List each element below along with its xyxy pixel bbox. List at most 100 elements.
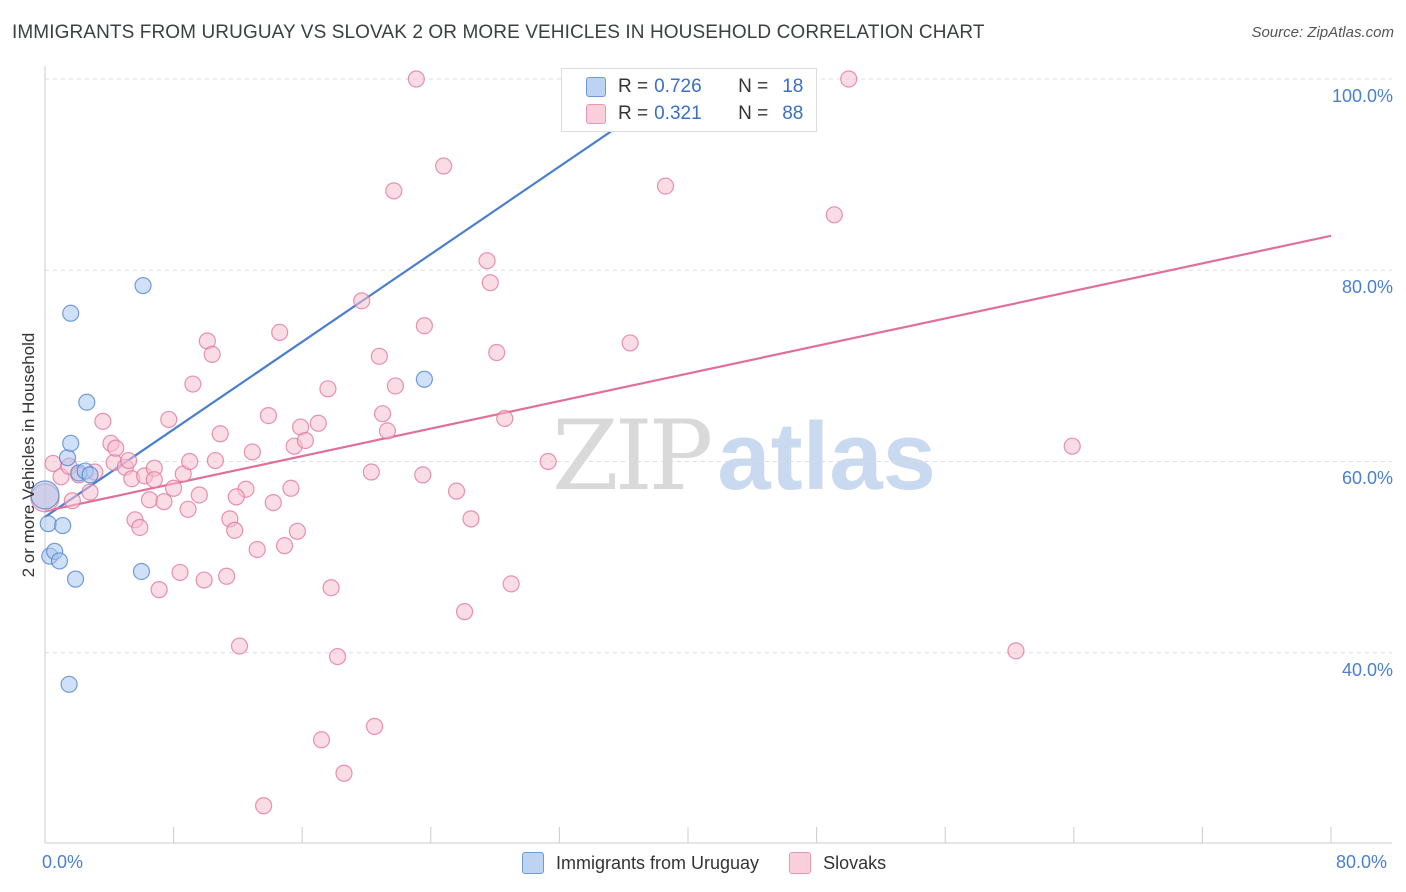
- stats-legend: R = 0.726 N = 18 R = 0.321 N = 88: [561, 68, 817, 132]
- point-slovaks: [190, 486, 208, 504]
- point-uruguay: [415, 370, 433, 388]
- legend-row-uruguay: R = 0.726 N = 18: [586, 75, 803, 99]
- point-slovaks: [502, 575, 520, 593]
- point-slovaks: [107, 439, 125, 457]
- legend-n-label: N =: [738, 103, 769, 124]
- point-slovaks: [171, 563, 189, 582]
- point-slovaks: [195, 571, 213, 589]
- point-uruguay: [60, 675, 78, 693]
- point-uruguay: [81, 466, 99, 484]
- point-slovaks: [206, 451, 224, 470]
- point-slovaks: [481, 274, 499, 292]
- point-slovaks: [365, 717, 384, 735]
- axes: [44, 66, 1392, 844]
- point-slovaks: [335, 764, 353, 782]
- series-legend: Immigrants from Uruguay Slovaks: [522, 852, 916, 874]
- point-slovaks: [296, 431, 315, 450]
- point-slovaks: [455, 603, 474, 621]
- point-uruguay: [58, 449, 77, 467]
- point-slovaks: [539, 452, 557, 471]
- point-slovaks: [131, 518, 149, 537]
- y-tick-100: 100.0%: [1331, 86, 1393, 106]
- legend-swatch-uruguay: [522, 852, 544, 874]
- point-slovaks: [322, 579, 340, 597]
- point-slovaks: [230, 637, 249, 655]
- point-slovaks: [145, 471, 163, 489]
- point-slovaks: [255, 797, 273, 815]
- chart-title: IMMIGRANTS FROM URUGUAY VS SLOVAK 2 OR M…: [12, 22, 985, 43]
- point-slovaks: [435, 157, 453, 175]
- legend-swatch-uruguay: [586, 77, 606, 97]
- x-tick-80: 80.0%: [1336, 852, 1388, 872]
- point-slovaks: [140, 491, 159, 509]
- point-slovaks: [203, 345, 221, 363]
- watermark: ZIPatlas: [552, 400, 936, 512]
- point-slovaks: [1007, 642, 1025, 660]
- point-uruguay: [62, 434, 80, 452]
- point-slovaks: [275, 537, 294, 555]
- point-slovaks: [362, 463, 380, 481]
- point-uruguay: [30, 480, 60, 510]
- point-slovaks: [181, 452, 199, 471]
- legend-item-uruguay[interactable]: Immigrants from Uruguay: [522, 852, 759, 874]
- point-slovaks: [462, 510, 480, 528]
- point-slovaks: [353, 292, 371, 310]
- point-slovaks: [385, 182, 403, 200]
- point-uruguay: [66, 570, 85, 588]
- legend-label-slovaks: Slovaks: [823, 852, 887, 873]
- point-slovaks: [478, 252, 496, 270]
- point-slovaks: [656, 177, 675, 195]
- point-slovaks: [378, 422, 396, 440]
- point-slovaks: [414, 466, 432, 484]
- legend-n-value: 88: [782, 103, 804, 124]
- point-slovaks: [386, 377, 405, 395]
- point-slovaks: [226, 521, 244, 539]
- point-slovaks: [447, 482, 466, 500]
- point-slovaks: [407, 70, 425, 88]
- point-slovaks: [319, 380, 337, 398]
- legend-label-uruguay: Immigrants from Uruguay: [556, 852, 760, 873]
- trend-line-slovaks: [44, 234, 1332, 513]
- trend-lines: [44, 78, 1332, 518]
- point-slovaks: [259, 407, 278, 425]
- point-slovaks: [282, 479, 300, 497]
- point-slovaks: [165, 479, 183, 497]
- point-slovaks: [150, 581, 168, 599]
- legend-r-label: R =: [618, 103, 649, 124]
- legend-r-value: 0.726: [654, 76, 702, 97]
- point-slovaks: [160, 410, 178, 429]
- legend-r-label: R =: [618, 76, 649, 97]
- point-slovaks: [119, 451, 138, 470]
- data-points: [30, 70, 1081, 815]
- y-tick-40: 40.0%: [1341, 660, 1393, 680]
- point-uruguay: [78, 393, 96, 411]
- point-slovaks: [264, 494, 282, 512]
- point-uruguay: [54, 516, 72, 535]
- point-slovaks: [81, 483, 99, 501]
- point-uruguay: [39, 515, 57, 533]
- point-slovaks: [63, 492, 81, 510]
- point-slovaks: [621, 334, 639, 352]
- legend-n-label: N =: [738, 76, 769, 97]
- point-slovaks: [312, 731, 331, 749]
- point-slovaks: [227, 488, 245, 506]
- point-slovaks: [184, 375, 202, 393]
- point-slovaks: [488, 343, 506, 362]
- legend-r-value: 0.321: [654, 103, 702, 124]
- point-slovaks: [415, 317, 433, 335]
- point-slovaks: [373, 405, 392, 423]
- point-slovaks: [94, 412, 112, 430]
- x-tick-0: 0.0%: [42, 852, 84, 872]
- y-tick-80: 80.0%: [1341, 277, 1393, 297]
- watermark-zip: ZIP: [552, 400, 713, 512]
- point-slovaks: [840, 70, 858, 88]
- legend-swatch-slovaks: [586, 104, 606, 124]
- point-uruguay: [50, 552, 69, 570]
- legend-item-slovaks[interactable]: Slovaks: [789, 852, 886, 874]
- legend-swatch-slovaks: [789, 852, 812, 874]
- y-tick-60: 60.0%: [1341, 468, 1393, 488]
- point-slovaks: [218, 567, 236, 585]
- point-slovaks: [248, 540, 266, 559]
- point-slovaks: [309, 414, 327, 432]
